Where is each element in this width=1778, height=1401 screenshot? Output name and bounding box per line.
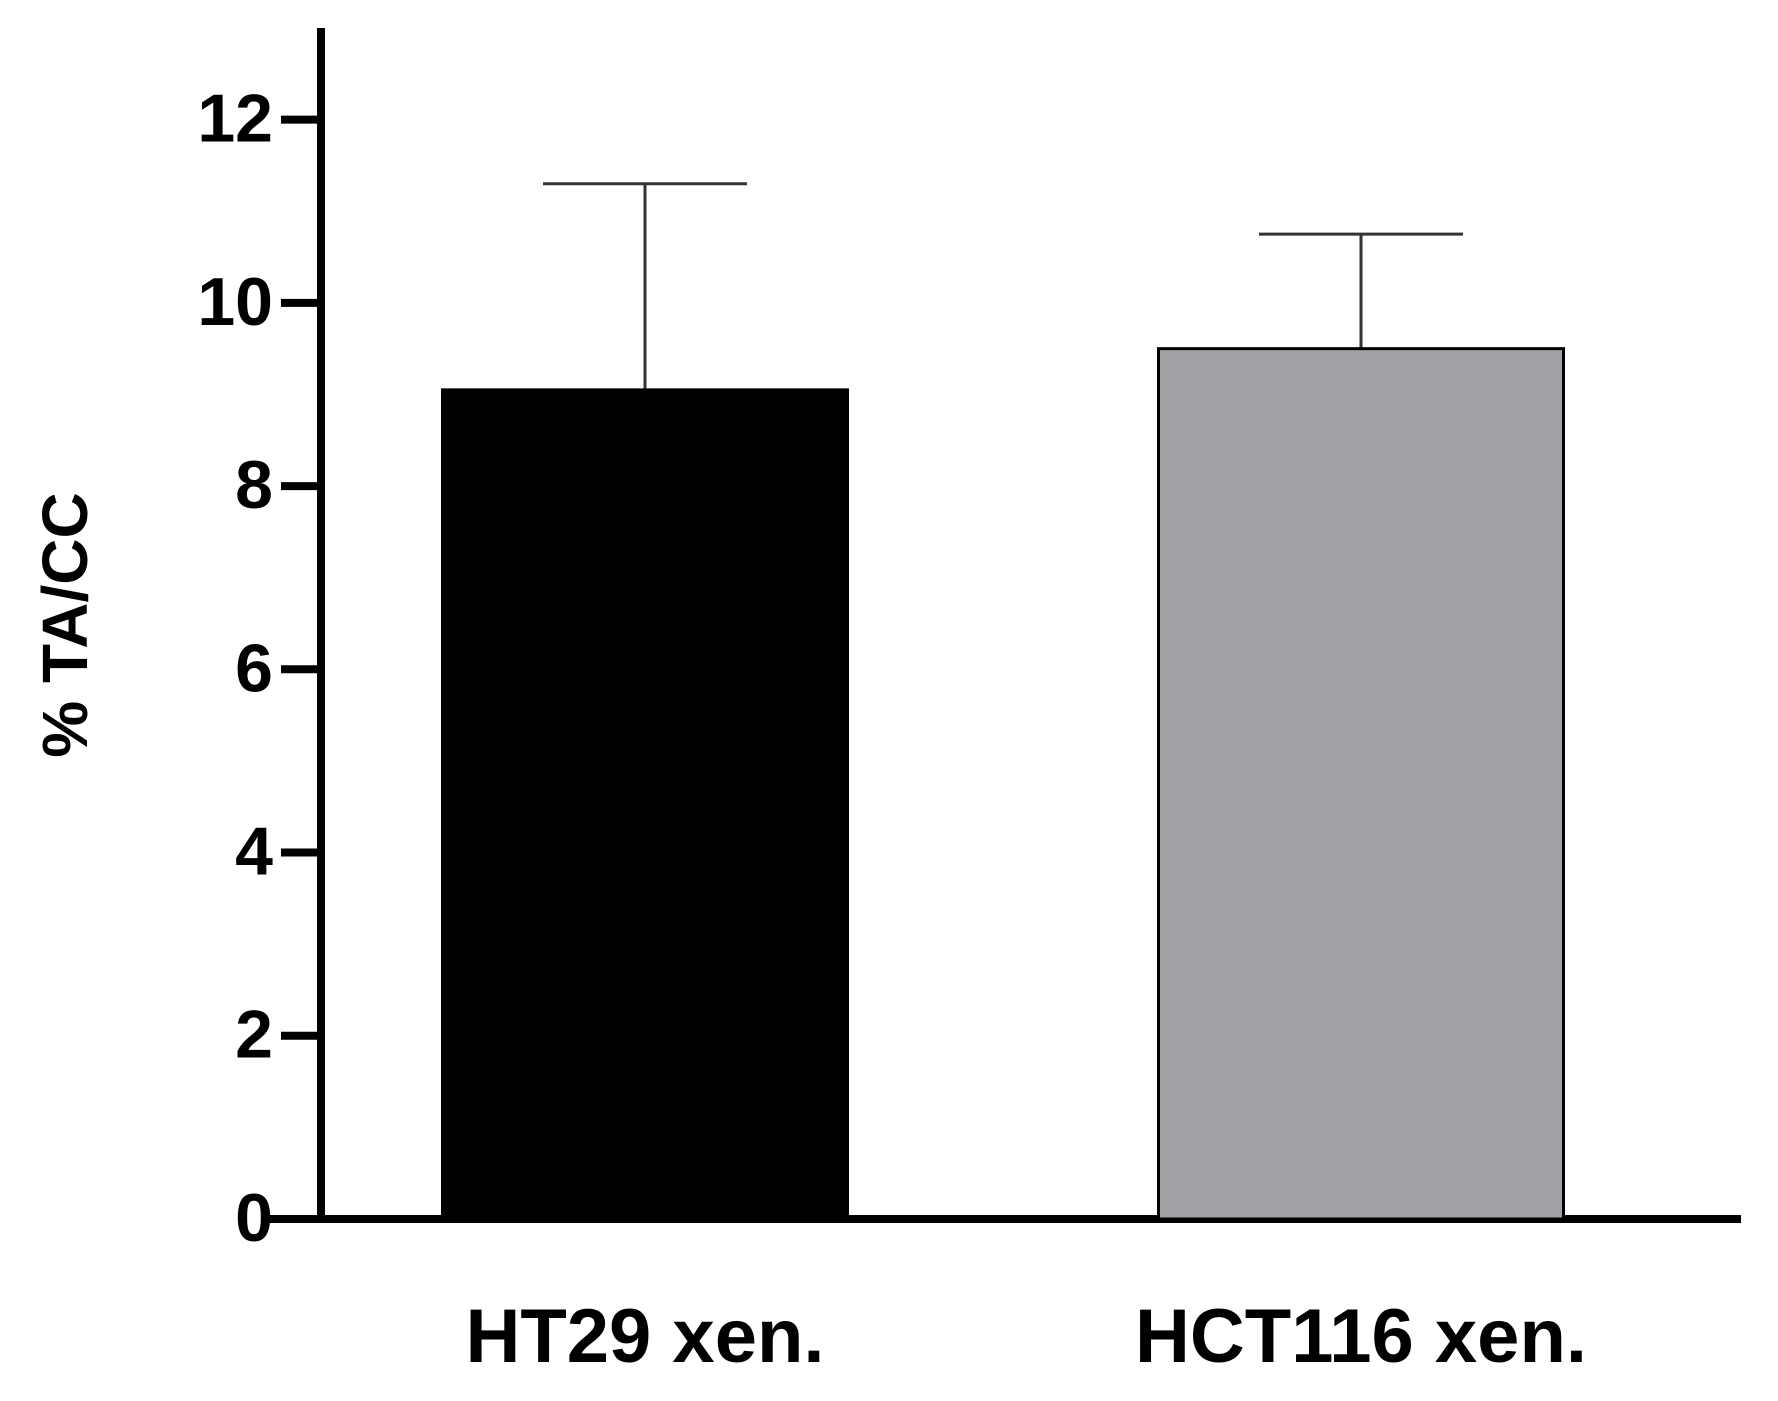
x-tick-label: HT29 xen. — [465, 1294, 824, 1379]
y-tick-label: 4 — [235, 814, 273, 890]
y-tick-label: 6 — [235, 630, 273, 706]
y-tick-label: 10 — [197, 264, 273, 340]
y-tick-label: 0 — [235, 1180, 273, 1256]
bar — [441, 388, 849, 1221]
y-tick-label: 12 — [197, 81, 273, 157]
x-tick-label: HCT116 xen. — [1135, 1294, 1587, 1379]
y-axis-label: % TA/CC — [29, 492, 101, 757]
y-tick-label: 2 — [235, 997, 273, 1073]
bar — [1157, 347, 1565, 1221]
y-tick-label: 8 — [235, 447, 273, 523]
